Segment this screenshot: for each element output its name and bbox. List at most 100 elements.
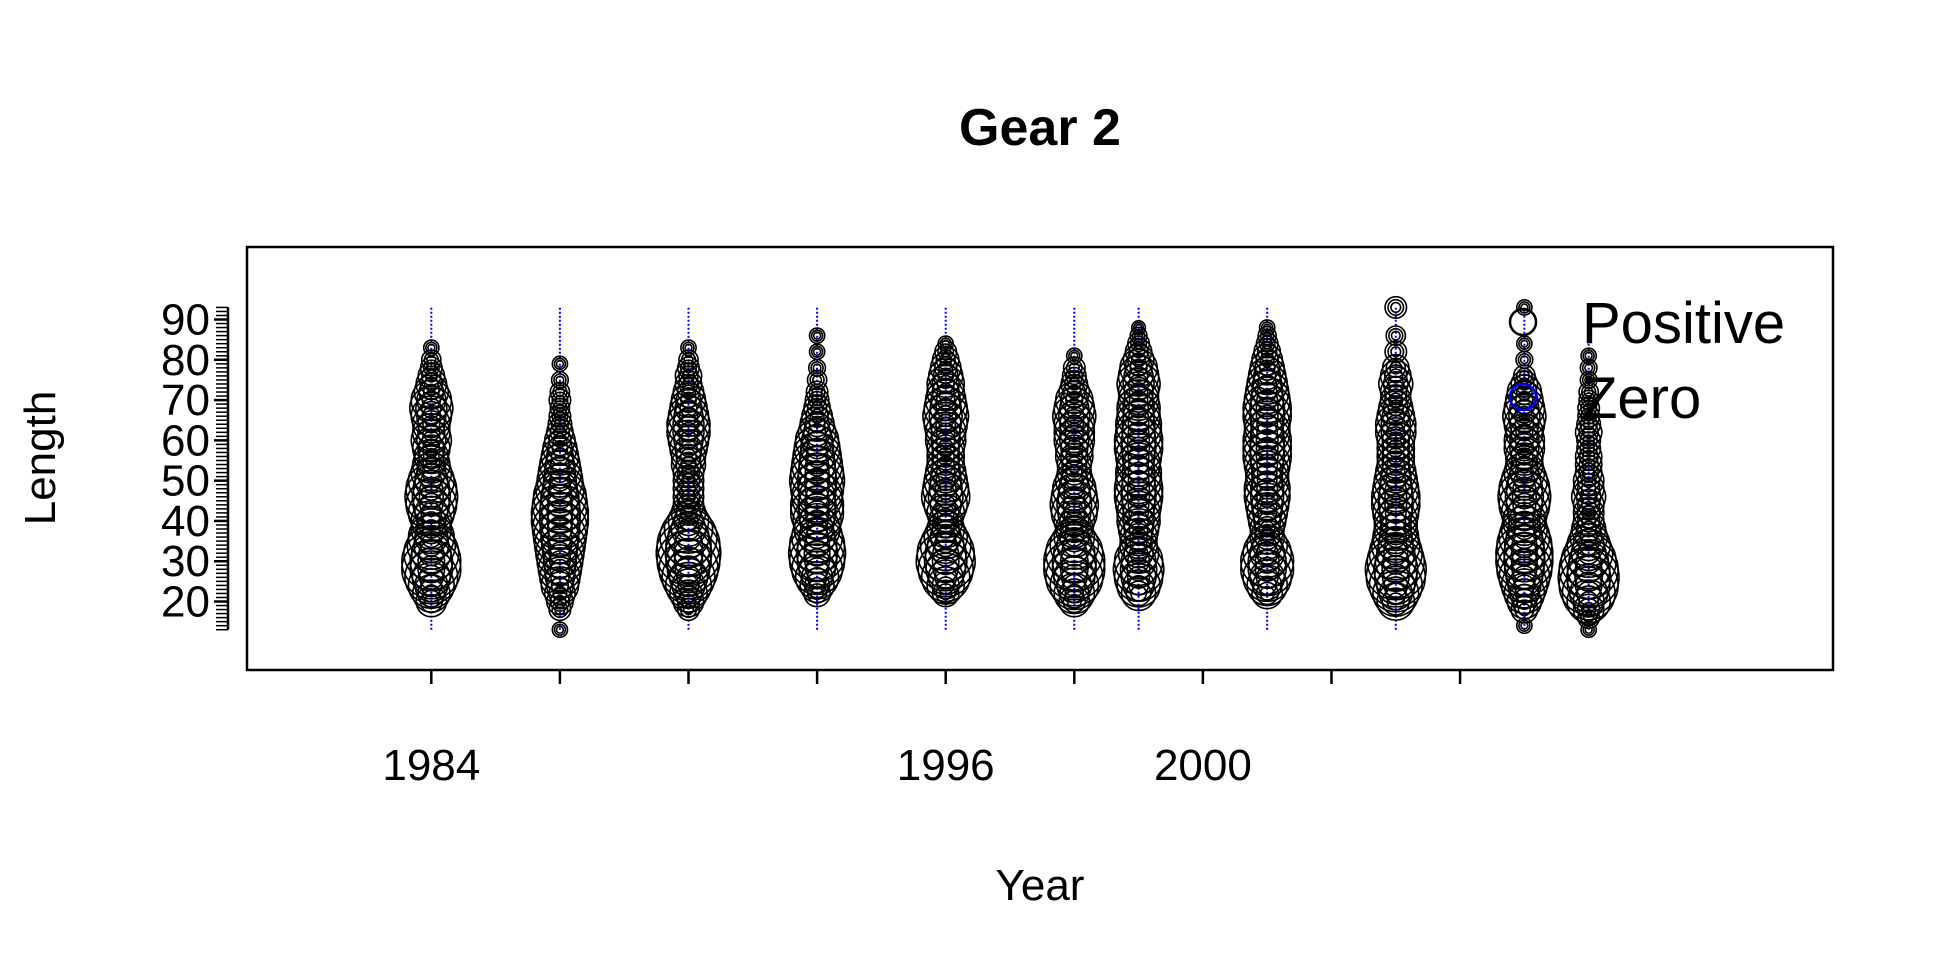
bubble (553, 418, 567, 431)
bubble (1065, 439, 1084, 458)
bubble (1519, 355, 1529, 365)
bubble (415, 391, 448, 425)
bubble (673, 400, 704, 432)
bubble (812, 331, 822, 340)
bubble (676, 485, 701, 509)
bubble (1128, 510, 1150, 532)
bubble (665, 521, 712, 569)
plot-frame (245, 245, 1835, 672)
bubble (1255, 396, 1279, 420)
bubble (935, 430, 956, 451)
bubble (802, 418, 832, 447)
bubble (1043, 530, 1106, 593)
bubble (1255, 404, 1279, 428)
bubble (1385, 518, 1407, 540)
bubble (792, 496, 842, 546)
bubble (1502, 393, 1547, 439)
bubble (676, 476, 701, 501)
bubble (656, 512, 721, 578)
bubble (1065, 366, 1084, 386)
bubble (1386, 431, 1405, 450)
bubble (1518, 337, 1531, 350)
bubble (798, 438, 836, 475)
bubble (409, 385, 454, 431)
bubble (1051, 393, 1097, 439)
bubble (1496, 516, 1553, 574)
bubble (401, 530, 462, 592)
bubble (937, 335, 955, 353)
bubble (684, 343, 693, 352)
bubble (1256, 453, 1279, 476)
bubble (1384, 493, 1408, 517)
bubble (1384, 388, 1408, 412)
bubble (1381, 426, 1410, 455)
bubble (936, 447, 955, 466)
bubble (1119, 525, 1159, 565)
bubble (1380, 417, 1412, 448)
y-axis-title: Length (16, 391, 65, 526)
bubble (931, 571, 960, 600)
bubble (1376, 396, 1416, 436)
bubble (670, 382, 707, 418)
bubble (1045, 548, 1104, 607)
bubble (543, 424, 576, 457)
bubble (1070, 351, 1079, 360)
bubble (1566, 579, 1611, 624)
bubble (548, 477, 572, 501)
bubble (1249, 390, 1286, 427)
bubble (1520, 339, 1529, 348)
bubble (422, 359, 440, 377)
bubble (1254, 556, 1280, 582)
bubble (929, 351, 962, 384)
bubble (932, 539, 960, 567)
bubble (1257, 325, 1277, 346)
bubble (418, 484, 444, 510)
bubble (1127, 461, 1150, 484)
bubble (554, 403, 566, 414)
bubble (1503, 419, 1546, 462)
bubble (1256, 477, 1279, 500)
bubble (926, 509, 966, 549)
legend: Positive Zero (1508, 291, 1785, 431)
bubble (411, 412, 451, 452)
bubble (1130, 335, 1148, 353)
y-tick-label: 40 (161, 497, 210, 546)
bubble (553, 373, 567, 387)
bubble (939, 337, 952, 350)
bubble (674, 579, 703, 608)
bubble (1581, 497, 1597, 513)
bubble (1377, 366, 1414, 402)
bubble (807, 390, 827, 410)
bubble (1053, 531, 1096, 575)
bubble (804, 452, 830, 477)
bubble (675, 451, 702, 478)
bubble (1379, 359, 1412, 392)
bubble (1121, 407, 1156, 442)
bubble (1560, 533, 1617, 590)
bubble (931, 450, 960, 479)
bubble (676, 356, 701, 380)
bubble (1381, 442, 1410, 471)
bubble (1064, 414, 1085, 435)
bubble (1385, 325, 1407, 347)
bubble (420, 349, 442, 371)
bubble (1117, 532, 1160, 575)
bubble (1372, 569, 1420, 618)
bubble (1242, 391, 1293, 442)
x-axis-title: Year (996, 861, 1085, 910)
bubble (1126, 477, 1151, 501)
bubble (1517, 602, 1532, 617)
bubble (1376, 437, 1416, 476)
bubble (1251, 368, 1283, 400)
bubble (543, 456, 577, 489)
bubble (410, 451, 453, 494)
bubble (673, 530, 704, 561)
bubble (1388, 384, 1404, 400)
bubble (1382, 547, 1410, 575)
bubble (420, 525, 443, 549)
y-tick-label: 70 (161, 376, 210, 425)
bubble (801, 400, 834, 433)
bubble (1051, 538, 1097, 584)
